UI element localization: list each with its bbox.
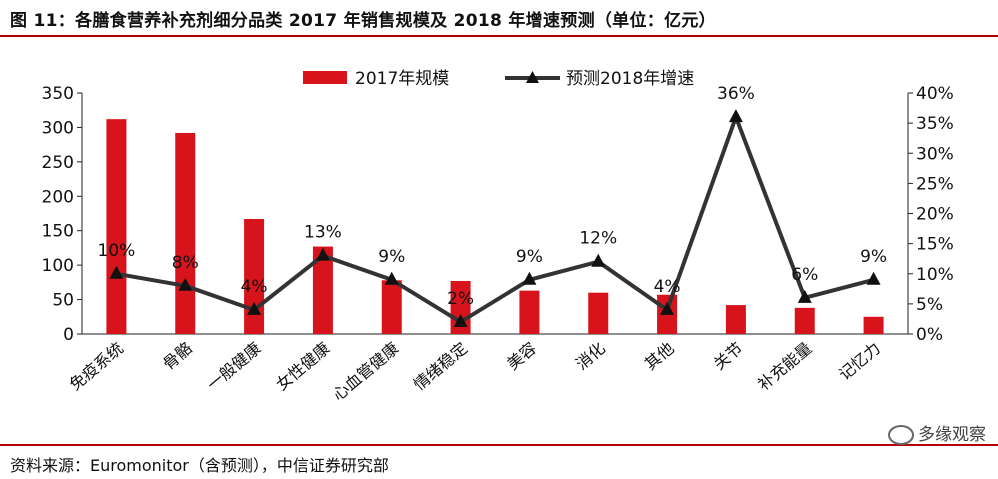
legend: 2017年规模 预测2018年增速 <box>303 69 694 89</box>
right-tick-label: 30% <box>916 144 954 164</box>
combo-chart: 2017年规模 预测2018年增速 0501001502002503003500… <box>42 69 954 405</box>
bar-6 <box>519 290 540 334</box>
data-label-11: 9% <box>860 247 887 267</box>
category-label-6: 美容 <box>503 339 540 374</box>
line-point-11 <box>866 271 881 285</box>
growth-line <box>109 109 881 327</box>
bar-7 <box>588 292 609 334</box>
right-tick-label: 40% <box>916 84 954 104</box>
line-point-8 <box>660 301 675 315</box>
legend-bar-swatch <box>303 71 347 84</box>
data-label-9: 36% <box>717 84 755 104</box>
data-label-7: 12% <box>579 229 617 249</box>
legend-bar-label: 2017年规模 <box>355 69 449 89</box>
left-tick-label: 0 <box>63 325 74 345</box>
category-label-4: 心血管健康 <box>329 339 403 405</box>
line-point-1 <box>178 277 193 291</box>
left-tick-label: 200 <box>42 187 74 207</box>
data-labels: 10% 8% 4% 13% 9% 2% 9% 12% 4% 36% 6% 9% <box>98 84 888 309</box>
footer-divider <box>0 444 998 446</box>
bar-11 <box>863 316 884 334</box>
wechat-icon <box>888 425 914 445</box>
right-tick-label: 25% <box>916 174 954 194</box>
category-label-2: 一般健康 <box>203 339 264 395</box>
left-tick-label: 50 <box>52 291 74 311</box>
line-point-2 <box>247 301 262 315</box>
category-label-10: 补充能量 <box>754 339 815 395</box>
bar-4 <box>381 280 402 334</box>
category-label-11: 记忆力 <box>835 339 884 384</box>
right-tick-label: 20% <box>916 205 954 225</box>
line-point-3 <box>315 247 330 261</box>
left-tick-label: 300 <box>42 118 74 138</box>
watermark: 多缘观察 <box>888 420 986 445</box>
watermark-text: 多缘观察 <box>918 425 986 445</box>
left-tick-label: 250 <box>42 153 74 173</box>
right-tick-label: 35% <box>916 114 954 134</box>
line-point-10 <box>797 289 812 303</box>
data-label-5: 2% <box>447 289 474 309</box>
title-divider <box>0 35 998 37</box>
line-point-6 <box>522 271 537 285</box>
right-tick-label: 0% <box>916 325 943 345</box>
axes: 0 50 100 150 200 250 300 350 0% 5% 10% 15% 20% 25% 30%… <box>42 84 954 345</box>
left-tick-label: 350 <box>42 84 74 104</box>
line-point-5 <box>453 313 468 327</box>
category-label-3: 女性健康 <box>272 339 333 395</box>
right-tick-label: 5% <box>916 295 943 315</box>
right-tick-label: 10% <box>916 265 954 285</box>
source-note: 资料来源：Euromonitor（含预测），中信证券研究部 <box>10 456 389 475</box>
legend-line-label: 预测2018年增速 <box>566 69 694 89</box>
category-label-1: 骨骼 <box>159 339 196 374</box>
line-point-9 <box>728 109 743 123</box>
bar-3 <box>312 246 333 334</box>
bar-1 <box>175 132 196 334</box>
category-label-8: 其他 <box>641 339 678 374</box>
page-title: 图 11：各膳食营养补充剂细分品类 2017 年销售规模及 2018 年增速预测… <box>10 11 716 31</box>
data-label-1: 8% <box>172 253 199 273</box>
data-label-6: 9% <box>516 247 543 267</box>
line-point-4 <box>384 271 399 285</box>
data-label-2: 4% <box>241 277 268 297</box>
bar-0 <box>106 119 127 334</box>
bar-10 <box>794 307 815 334</box>
category-label-9: 关节 <box>710 339 747 374</box>
data-label-0: 10% <box>98 241 136 261</box>
data-label-10: 6% <box>791 265 818 285</box>
line-point-0 <box>109 265 124 279</box>
bar-9 <box>725 305 746 334</box>
right-tick-label: 15% <box>916 235 954 255</box>
left-tick-label: 150 <box>42 222 74 242</box>
data-label-8: 4% <box>654 277 681 297</box>
line-point-7 <box>591 253 606 267</box>
data-label-4: 9% <box>378 247 405 267</box>
growth-polyline <box>116 115 875 324</box>
left-tick-label: 100 <box>42 256 74 276</box>
category-label-7: 消化 <box>572 339 609 374</box>
legend-line-marker <box>526 71 539 83</box>
category-label-0: 免疫系统 <box>66 339 127 395</box>
category-label-5: 情绪稳定 <box>410 339 471 395</box>
data-label-3: 13% <box>304 223 342 243</box>
